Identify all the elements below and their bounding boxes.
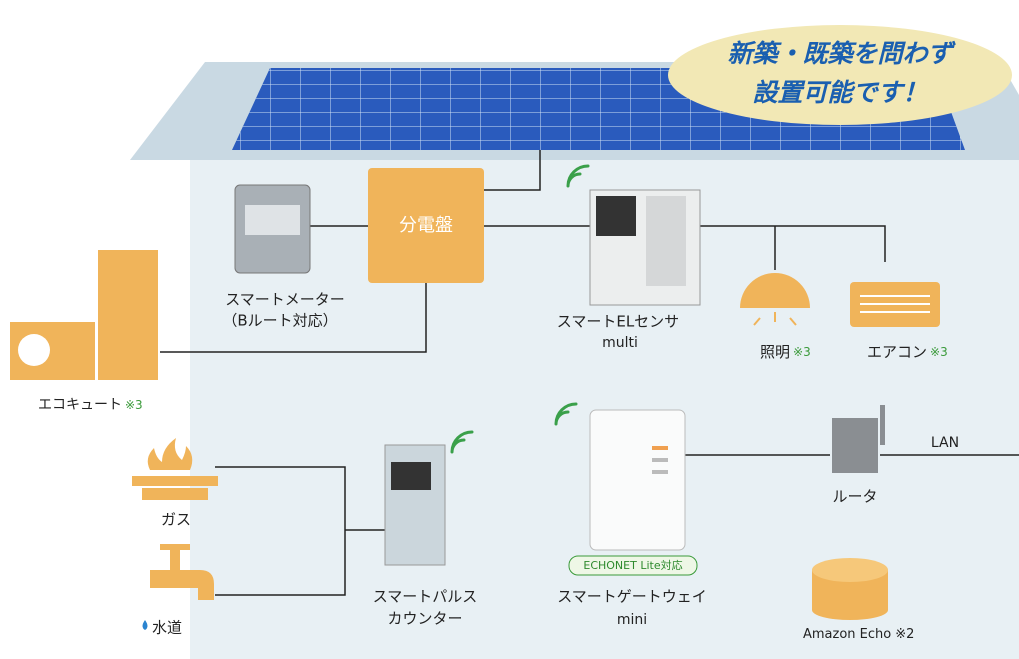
echo-top [812, 558, 888, 582]
terminal [596, 196, 636, 236]
callout-text: 設置可能です！ [752, 78, 927, 107]
node-note: ※2 [895, 627, 914, 642]
terminal [391, 462, 431, 490]
gas-stove [132, 476, 218, 486]
badge-text: ECHONET Lite対応 [583, 558, 682, 572]
node-label: ルータ [832, 488, 877, 506]
node-sublabel: （Bルート対応） [222, 312, 337, 330]
node-note: ※3 [930, 345, 948, 359]
water-drop [143, 620, 148, 630]
led [652, 458, 668, 462]
node-text: エアコン※3 [867, 343, 948, 361]
node-text: Amazon Echo ※2 [803, 627, 914, 642]
meter-display [245, 205, 300, 235]
node-text: エコキュート※3 [38, 397, 143, 413]
node-note: ※3 [793, 345, 811, 359]
node-label: スマートパルス [373, 588, 478, 606]
callout-text: 新築・既築を問わず [727, 39, 956, 68]
node-label: ガス [161, 511, 191, 529]
tap [160, 544, 190, 550]
tap [170, 548, 180, 570]
node-label: 照明 [760, 343, 790, 361]
node-label: 分電盤 [399, 215, 453, 236]
terminal-block [646, 196, 686, 286]
echo [812, 600, 888, 620]
link-label: LAN [931, 435, 959, 451]
node-label: 水道 [152, 619, 182, 637]
node-label: スマートゲートウェイ [557, 588, 707, 606]
gateway [590, 410, 685, 550]
antenna [880, 405, 885, 445]
diagram: 新築・既築を問わず 設置可能です！ 分電盤 スマートメーター （Bルート対応） … [0, 0, 1019, 659]
node-sublabel: mini [617, 612, 647, 628]
led [652, 446, 668, 450]
node-label: スマートメーター [225, 291, 345, 309]
gas-stove [142, 488, 208, 500]
node-label: Amazon Echo [803, 627, 891, 642]
node-sublabel: カウンター [387, 610, 462, 628]
node-text: 照明※3 [760, 343, 811, 361]
node-sublabel: multi [602, 335, 638, 351]
ecocute-tank [98, 250, 158, 380]
node-note: ※3 [125, 398, 143, 412]
gas-flame [148, 438, 193, 470]
router [832, 418, 878, 473]
node-label: スマートELセンサ [557, 313, 679, 331]
led [652, 470, 668, 474]
fan [18, 334, 50, 366]
node-label: エアコン [867, 343, 927, 361]
tap [150, 570, 214, 600]
node-label: エコキュート [38, 397, 122, 413]
